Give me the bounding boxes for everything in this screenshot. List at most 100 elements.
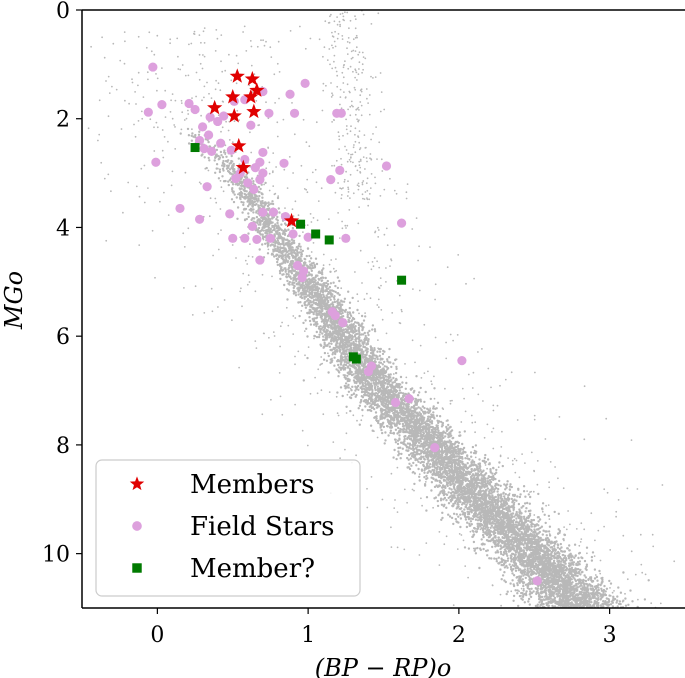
y-tick-label: 10 [42, 543, 70, 568]
circle-point [148, 62, 158, 72]
circle-point [184, 98, 194, 109]
x-tick-label: 3 [603, 623, 617, 648]
circle-point [430, 443, 440, 453]
y-tick-label: 8 [56, 434, 70, 459]
y-tick-label: 0 [56, 0, 70, 24]
circle-point [390, 397, 401, 408]
circle-point [338, 317, 348, 328]
circle-point [198, 122, 208, 132]
circle-point [157, 99, 167, 110]
star-point [207, 99, 223, 115]
square-point [190, 143, 200, 153]
circle-point [288, 229, 298, 239]
star-point [283, 212, 300, 228]
circle-point [202, 182, 212, 192]
circle-point [194, 135, 205, 146]
circle-point [249, 184, 259, 194]
circle-point [255, 255, 265, 265]
series-layer [143, 62, 542, 586]
legend-label: Field Stars [190, 512, 335, 542]
circle-point [268, 207, 279, 217]
circle-point [175, 203, 185, 214]
circle-point [205, 112, 215, 122]
star-point [235, 159, 251, 175]
legend-marker-circle [132, 521, 142, 531]
x-tick-label: 0 [150, 623, 164, 648]
circle-point [255, 175, 265, 185]
star-point [231, 137, 247, 153]
legend-label: Member? [190, 554, 315, 584]
circle-point [335, 165, 345, 175]
series-member [190, 143, 407, 364]
circle-point [246, 120, 256, 130]
circle-point [326, 175, 336, 185]
circle-point [252, 234, 262, 245]
legend-marker-star [129, 476, 145, 491]
legend-marker-square [132, 563, 142, 573]
legend-box [95, 459, 361, 597]
circle-point [363, 366, 374, 377]
circle-point [240, 233, 250, 243]
circle-point [190, 104, 200, 115]
circle-point [303, 232, 313, 242]
circle-point [341, 233, 351, 243]
circle-point [216, 138, 226, 148]
circle-point [226, 145, 236, 155]
circle-point [457, 356, 467, 366]
legend-label: Members [190, 470, 314, 500]
y-tick-label: 4 [56, 216, 70, 241]
circle-point [151, 157, 161, 167]
circle-point [336, 108, 346, 118]
circle-point [213, 116, 223, 127]
star-point [226, 108, 242, 123]
circle-point [258, 207, 268, 217]
circle-point [396, 218, 407, 228]
circle-point [143, 107, 153, 117]
square-point [324, 235, 334, 245]
circle-point [404, 394, 414, 404]
circle-point [225, 209, 235, 219]
circle-point [265, 233, 276, 243]
circle-point [250, 163, 260, 173]
star-point [249, 82, 265, 97]
ticks-layer: 0 1 2 3 0 2 4 6 8 10 [42, 0, 617, 648]
circle-point [247, 221, 257, 231]
circle-point [219, 111, 229, 121]
star-point [229, 68, 245, 83]
star-point [244, 71, 260, 86]
circle-point [240, 154, 250, 165]
square-point [296, 219, 306, 229]
circle-point [207, 146, 217, 156]
series-field-stars [143, 62, 542, 586]
star-point [243, 88, 259, 104]
circle-point [194, 214, 205, 224]
circle-point [228, 233, 238, 243]
y-tick-label: 2 [56, 108, 70, 133]
circle-point [258, 147, 268, 158]
square-point [397, 275, 407, 285]
circle-point [199, 144, 209, 154]
circle-point [381, 161, 392, 171]
circle-point [279, 158, 289, 168]
square-point [311, 229, 321, 239]
circle-point [300, 78, 310, 88]
circle-point [204, 130, 214, 140]
star-point [225, 88, 241, 104]
circle-point [264, 108, 274, 118]
y-axis-label: MGo [0, 271, 28, 330]
x-axis-label: (BP − RP)o [315, 654, 452, 678]
y-tick-label: 6 [56, 325, 70, 350]
circle-point [243, 178, 253, 188]
circle-point [289, 108, 300, 118]
star-point [246, 103, 262, 119]
circle-point [285, 89, 295, 99]
x-tick-label: 2 [452, 623, 466, 648]
circle-point [330, 310, 340, 321]
axes-layer [81, 9, 685, 609]
circle-point [297, 272, 307, 283]
x-tick-label: 1 [301, 623, 315, 648]
circle-point [292, 260, 303, 271]
circle-point [532, 576, 542, 586]
square-point [351, 354, 361, 364]
